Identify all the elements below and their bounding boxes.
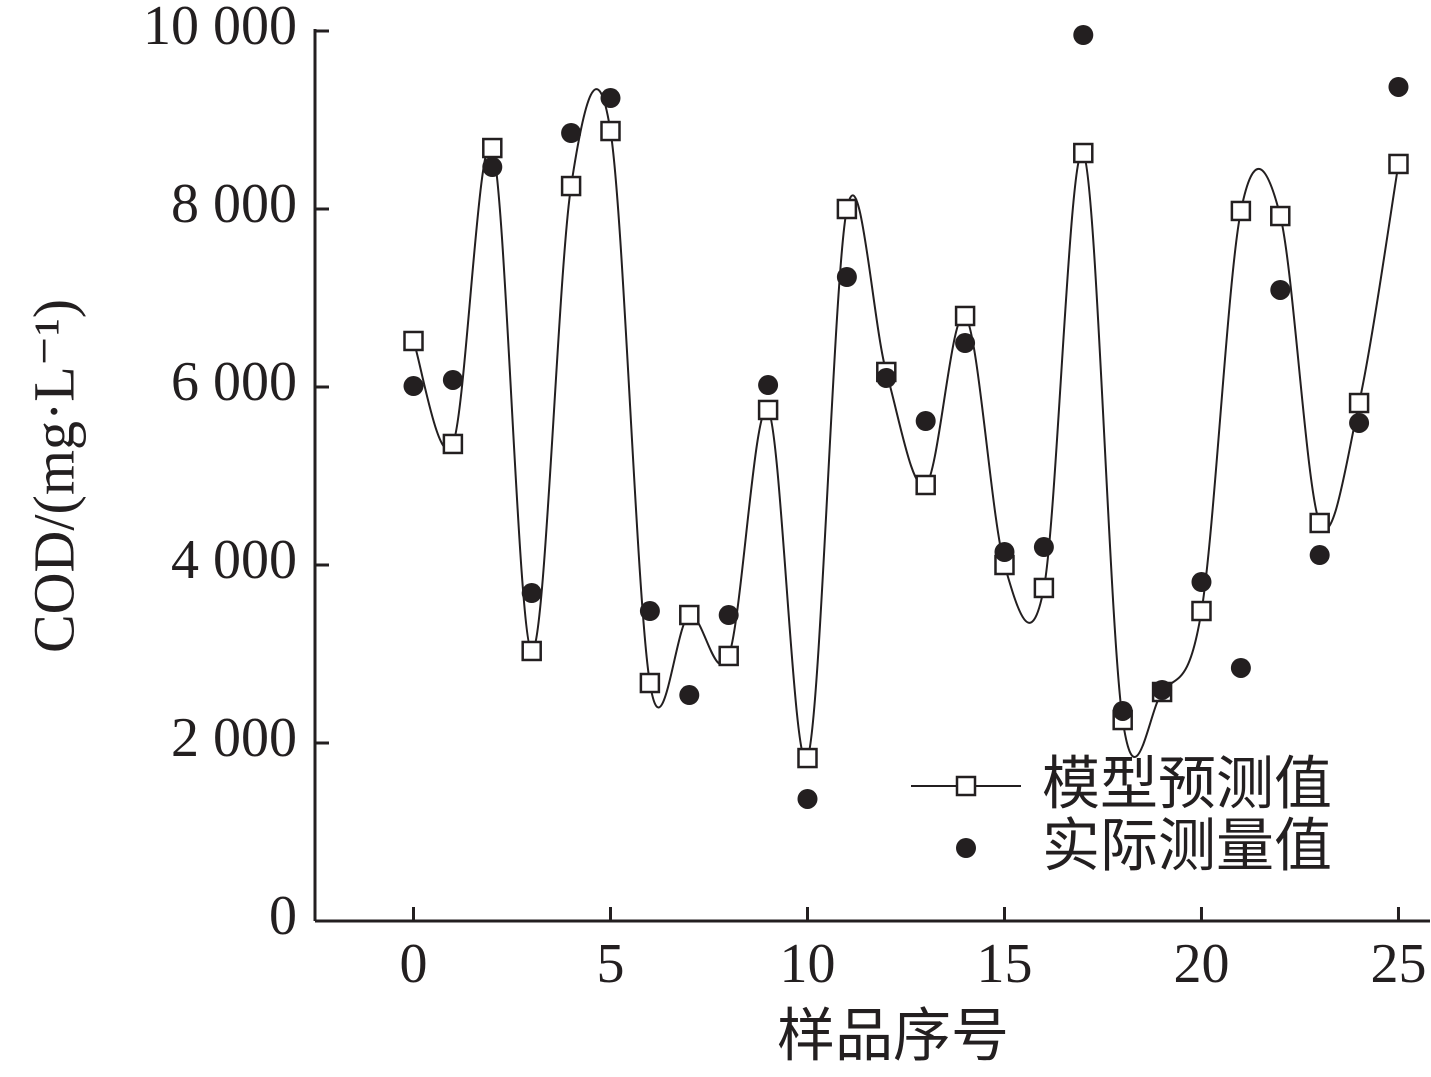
- x-tick-label: 20: [1173, 933, 1229, 995]
- marker: [1348, 392, 1370, 414]
- marker: [639, 601, 660, 622]
- legend-marker: [955, 775, 977, 797]
- y-tick-label: 6 000: [171, 351, 297, 413]
- x-tick-label: 10: [779, 933, 835, 995]
- marker: [442, 369, 463, 390]
- y-tick-label: 8 000: [171, 173, 297, 235]
- marker: [718, 605, 739, 626]
- marker: [679, 685, 700, 706]
- marker: [1388, 153, 1409, 175]
- legend-label: 模型预测值: [1042, 751, 1332, 816]
- marker: [876, 368, 897, 389]
- marker: [560, 175, 582, 197]
- x-tick-label: 25: [1370, 933, 1426, 995]
- marker: [1073, 142, 1094, 164]
- y-tick-label: 4 000: [171, 529, 297, 591]
- marker: [758, 375, 779, 396]
- marker: [954, 305, 976, 327]
- marker: [797, 747, 818, 769]
- marker: [1230, 657, 1251, 678]
- marker: [1033, 537, 1054, 558]
- y-axis-label: COD/(mg·L⁻¹): [21, 299, 86, 653]
- y-tick-label: 2 000: [171, 707, 297, 769]
- y-tick-label: 10 000: [143, 0, 297, 57]
- x-axis-label: 样品序号: [777, 1003, 1009, 1068]
- marker: [836, 266, 857, 287]
- marker: [797, 788, 818, 809]
- marker: [1388, 76, 1409, 97]
- marker: [1191, 600, 1212, 622]
- marker: [1073, 25, 1094, 46]
- marker: [1191, 571, 1212, 592]
- x-tick-label: 5: [596, 933, 624, 995]
- marker: [482, 156, 503, 177]
- marker: [442, 433, 464, 455]
- marker: [718, 645, 739, 667]
- marker: [403, 376, 424, 397]
- marker: [1112, 700, 1133, 721]
- marker: [915, 410, 936, 431]
- marker: [955, 333, 976, 354]
- marker: [521, 583, 542, 604]
- x-tick-label: 15: [976, 933, 1032, 995]
- x-tick-label: 0: [399, 933, 427, 995]
- marker: [1033, 577, 1055, 599]
- marker: [1270, 279, 1291, 300]
- marker: [600, 88, 621, 109]
- marker: [915, 474, 936, 496]
- marker: [1309, 512, 1330, 534]
- y-tick-label: 0: [269, 885, 297, 947]
- marker: [679, 604, 700, 626]
- marker: [1309, 545, 1330, 566]
- marker: [1152, 679, 1173, 700]
- series-line: [412, 88, 1400, 762]
- marker: [561, 122, 582, 143]
- marker: [757, 399, 779, 421]
- legend-marker: [956, 838, 976, 858]
- marker: [1349, 412, 1370, 433]
- marker: [639, 672, 661, 694]
- marker: [836, 198, 858, 220]
- marker: [403, 330, 424, 352]
- marker: [600, 120, 621, 142]
- marker: [1230, 200, 1252, 222]
- marker: [521, 640, 542, 662]
- marker: [482, 137, 503, 159]
- legend-label: 实际测量值: [1042, 813, 1332, 878]
- marker: [994, 542, 1015, 563]
- marker: [1270, 205, 1291, 227]
